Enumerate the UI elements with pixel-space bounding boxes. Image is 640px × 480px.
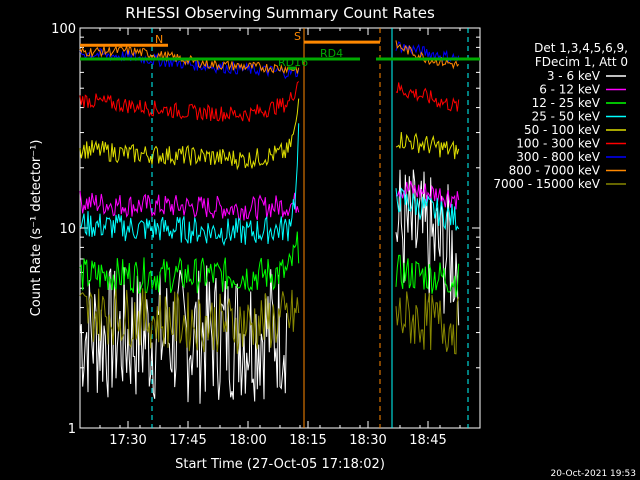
series-line — [79, 81, 300, 122]
series-line — [79, 98, 300, 171]
x-axis-label: Start Time (27-Oct-05 17:18:02) — [175, 457, 385, 472]
y-tick-label: 100 — [51, 22, 76, 37]
legend-label: 12 - 25 keV — [532, 96, 601, 110]
attenuator-label: RD4 — [320, 47, 343, 60]
attenuator-label: RD16 — [278, 56, 308, 69]
series-line — [79, 288, 300, 354]
legend-label: 6 - 12 keV — [539, 83, 601, 97]
series-line — [79, 123, 300, 247]
legend-label: 50 - 100 keV — [524, 123, 601, 137]
chart-title: RHESSI Observing Summary Count Rates — [125, 4, 435, 22]
y-tick-label: 1 — [68, 422, 76, 437]
x-tick-label: 17:45 — [169, 433, 206, 448]
series-line — [395, 41, 460, 63]
legend-header-1: Det 1,3,4,5,6,9, — [534, 41, 628, 55]
series-line — [79, 190, 300, 222]
x-tick-label: 17:30 — [109, 433, 146, 448]
y-tick-label: 10 — [59, 222, 76, 237]
plot-area: 17:30 17:45 18:00 18:15 18:30 18:45 1 10 100 3 - … — [51, 22, 626, 448]
series-line — [395, 131, 460, 160]
footer-date: 20-Oct-2021 19:53 — [551, 469, 636, 479]
x-tick-label: 18:00 — [229, 433, 266, 448]
legend-label: 800 - 7000 keV — [509, 164, 601, 178]
series-line — [395, 254, 460, 298]
y-axis-label: Count Rate (s⁻¹ detector⁻¹) — [29, 140, 44, 317]
x-tick-label: 18:15 — [289, 433, 326, 448]
series-line — [395, 187, 460, 231]
legend-label: 7000 - 15000 keV — [493, 177, 600, 191]
legend-label: 25 - 50 keV — [532, 110, 601, 124]
series-line — [395, 82, 460, 112]
series-line — [395, 291, 460, 355]
legend-label: 100 - 300 keV — [516, 137, 600, 151]
legend-label: 300 - 800 keV — [516, 150, 600, 164]
series-line — [79, 231, 300, 294]
legend-header-2: FDecim 1, Att 0 — [535, 55, 628, 69]
attenuator-label: S — [294, 30, 301, 43]
series-line — [395, 180, 460, 210]
x-tick-label: 18:45 — [409, 433, 446, 448]
attenuator-label: N — [155, 33, 163, 46]
x-tick-label: 18:30 — [349, 433, 386, 448]
legend-label: 3 - 6 keV — [547, 69, 601, 83]
